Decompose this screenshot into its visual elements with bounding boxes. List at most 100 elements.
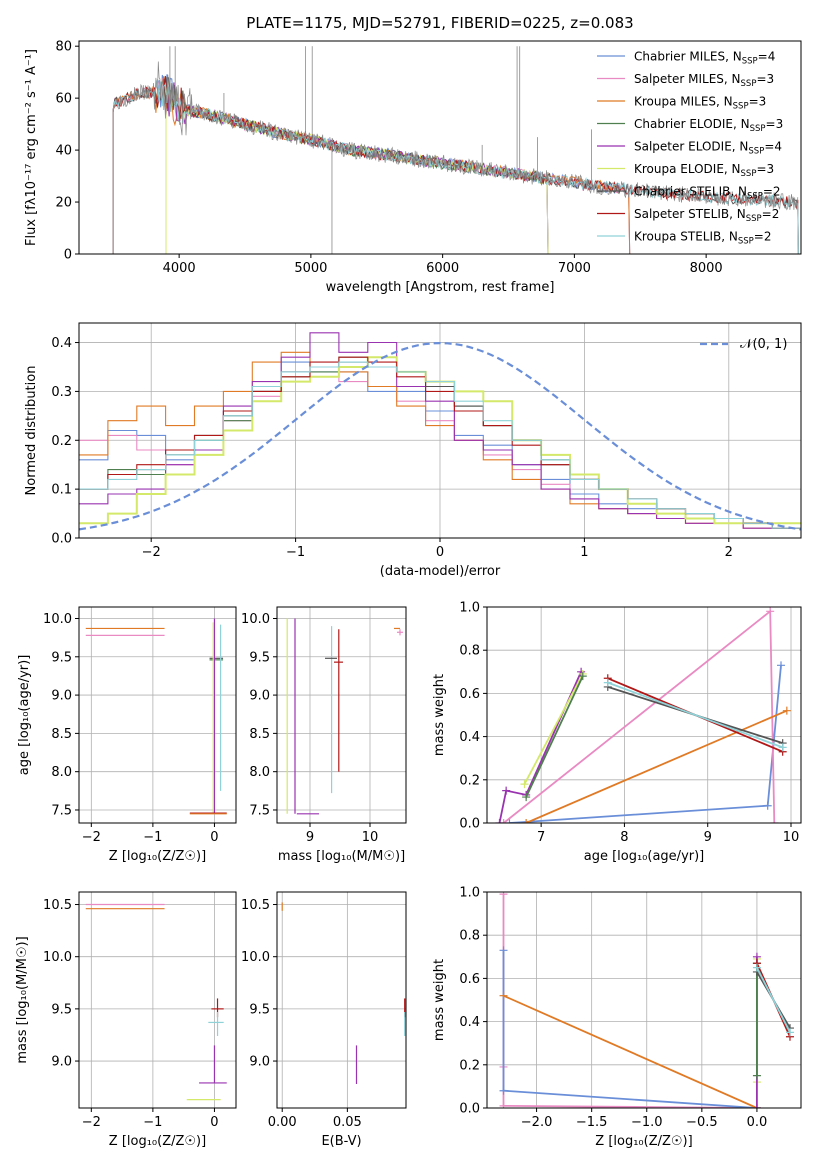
legend-count: =2 bbox=[762, 207, 780, 221]
weight-line-kroupa_miles bbox=[503, 994, 758, 1108]
plus-marker bbox=[766, 607, 775, 616]
model-spectrum-chabrier_miles bbox=[112, 74, 631, 254]
panel-age_vs_Z: −2 −1 0 7.5 8.0 8.5 9.0 9.5 10.0 Z [log₁₀(Z/Z☉)] a… bbox=[17, 606, 237, 864]
legend-label: Kroupa MILES, NSSP=3 bbox=[634, 95, 766, 112]
y-tick-label: 10.5 bbox=[241, 898, 270, 913]
legend-count: =4 bbox=[758, 50, 776, 64]
panel-spectrum: 4000 5000 6000 7000 8000 0 20 40 60 80 wavelength … bbox=[24, 40, 802, 295]
weight-line-kroupa_elodie bbox=[523, 673, 584, 785]
legend-label-text: Chabrier MILES, N bbox=[634, 50, 742, 64]
y-tick-label: 7.5 bbox=[51, 803, 72, 818]
x-tick-label: −1 bbox=[286, 545, 305, 560]
x-tick-label: −2 bbox=[82, 1115, 101, 1130]
y-tick-label: 20 bbox=[55, 196, 72, 211]
y-tick-label: 9.5 bbox=[249, 1002, 270, 1017]
legend-label: Chabrier MILES, NSSP=4 bbox=[634, 50, 775, 67]
weight-line-kroupa_miles bbox=[525, 709, 788, 823]
plus-marker bbox=[578, 672, 587, 681]
legend-label-text: Kroupa MILES, N bbox=[634, 95, 733, 109]
legend-label: Kroupa ELODIE, NSSP=3 bbox=[634, 162, 774, 179]
x-tick-label: 10 bbox=[783, 830, 800, 845]
error-point bbox=[199, 1045, 227, 1084]
panel-age_vs_mass: 9 10 7.5 8.0 8.5 9.0 9.5 10.0 mass [log₁₀(M/M☉)] bbox=[241, 606, 407, 864]
x-tick-label: 0 bbox=[436, 545, 444, 560]
y-tick-label: 9.0 bbox=[51, 689, 72, 704]
plot-area bbox=[85, 618, 227, 815]
y-tick-label: 9.5 bbox=[249, 650, 270, 665]
plus-marker bbox=[499, 991, 508, 1000]
plus-marker bbox=[577, 667, 586, 676]
legend-label: Chabrier STELIB, NSSP=2 bbox=[634, 185, 781, 202]
weight-line-salpeter_elodie bbox=[498, 671, 582, 823]
y-tick-label: 8.0 bbox=[51, 765, 72, 780]
legend-label-text: Chabrier ELODIE, N bbox=[634, 117, 750, 131]
y-tick-label: 60 bbox=[55, 92, 72, 107]
legend-count: =4 bbox=[764, 140, 782, 154]
plus-marker bbox=[499, 892, 508, 899]
y-tick-label: 9.0 bbox=[51, 1055, 72, 1070]
plus-marker bbox=[752, 1071, 761, 1080]
y-tick-label: 0.1 bbox=[51, 483, 72, 498]
normal-curve bbox=[79, 341, 801, 531]
legend-subscript: SSP bbox=[746, 214, 762, 224]
weight-line-salpeter_miles bbox=[503, 609, 776, 823]
x-tick-label: −2.0 bbox=[521, 1115, 553, 1130]
weight-line-kroupa_stelib bbox=[756, 967, 791, 1033]
legend-subscript: SSP bbox=[747, 192, 763, 202]
x-tick-label: 0 bbox=[210, 830, 218, 845]
model-spectrum-kroupa_miles bbox=[112, 76, 631, 254]
weight-line-chabrier_elodie bbox=[525, 675, 584, 798]
axes-frame bbox=[276, 891, 407, 1109]
plot-area bbox=[85, 903, 227, 1101]
axes-frame bbox=[78, 40, 802, 255]
y-axis-label: Flux [fλ10⁻¹⁷ erg cm⁻² s⁻¹ A⁻¹] bbox=[24, 49, 39, 246]
plot-area bbox=[499, 892, 794, 1108]
legend-label: Salpeter STELIB, NSSP=2 bbox=[634, 207, 779, 224]
x-axis-label: wavelength [Angstrom, rest frame] bbox=[326, 280, 555, 295]
error-point bbox=[334, 629, 343, 772]
y-tick-label: 9.0 bbox=[249, 689, 270, 704]
x-tick-label: 8 bbox=[620, 830, 628, 845]
y-tick-label: 0.4 bbox=[459, 1015, 480, 1030]
plus-marker bbox=[499, 819, 508, 823]
legend-label: Salpeter MILES, NSSP=3 bbox=[634, 72, 774, 89]
legend-label-text: Chabrier STELIB, N bbox=[634, 185, 747, 199]
legend-label-text: Kroupa ELODIE, N bbox=[634, 162, 741, 176]
plus-marker bbox=[502, 786, 511, 795]
y-tick-label: 0.0 bbox=[459, 817, 480, 832]
y-tick-label: 0.4 bbox=[51, 336, 72, 351]
x-tick-label: −2 bbox=[142, 545, 161, 560]
figure-title: PLATE=1175, MJD=52791, FIBERID=0225, z=0… bbox=[246, 14, 633, 32]
legend-count: =2 bbox=[754, 230, 772, 244]
x-tick-label: −1.0 bbox=[631, 1115, 663, 1130]
x-tick-label: 6000 bbox=[426, 261, 459, 276]
plus-marker bbox=[499, 946, 508, 955]
y-tick-label: 0.2 bbox=[459, 773, 480, 788]
plot-area bbox=[286, 618, 403, 815]
axes-frame bbox=[276, 606, 407, 824]
plus-marker bbox=[778, 743, 787, 752]
legend-label: Salpeter ELODIE, NSSP=4 bbox=[634, 140, 782, 157]
axes-frame bbox=[78, 322, 802, 539]
y-tick-label: 0.0 bbox=[459, 1102, 480, 1117]
x-tick-label: 0.00 bbox=[268, 1115, 297, 1130]
y-tick-label: 10.0 bbox=[43, 612, 72, 627]
legend-label-text: Salpeter MILES, N bbox=[634, 72, 741, 86]
plus-marker bbox=[603, 678, 612, 687]
plot-area bbox=[281, 902, 406, 1084]
x-axis-label: Z [log₁₀(Z/Z☉)] bbox=[109, 849, 206, 864]
panel-weight_vs_Z: −2.0 −1.5 −1.0 −0.5 0.0 0.0 0.2 0.4 0.6 0.8 1.0 Z [… bbox=[432, 886, 802, 1149]
x-axis-label: (data-model)/error bbox=[380, 564, 501, 579]
weight-line-salpeter_miles bbox=[502, 894, 757, 1108]
legend-count: =3 bbox=[766, 117, 784, 131]
x-tick-label: 2 bbox=[725, 545, 733, 560]
y-tick-label: 0.2 bbox=[51, 434, 72, 449]
legend-label: Kroupa STELIB, NSSP=2 bbox=[634, 230, 772, 247]
x-tick-label: 8000 bbox=[690, 261, 723, 276]
plus-marker bbox=[770, 819, 779, 823]
plus-marker bbox=[505, 819, 514, 823]
legend-subscript: SSP bbox=[738, 237, 754, 247]
y-tick-label: 10.0 bbox=[241, 950, 270, 965]
plus-marker bbox=[499, 1086, 508, 1095]
y-tick-label: 9.5 bbox=[51, 650, 72, 665]
